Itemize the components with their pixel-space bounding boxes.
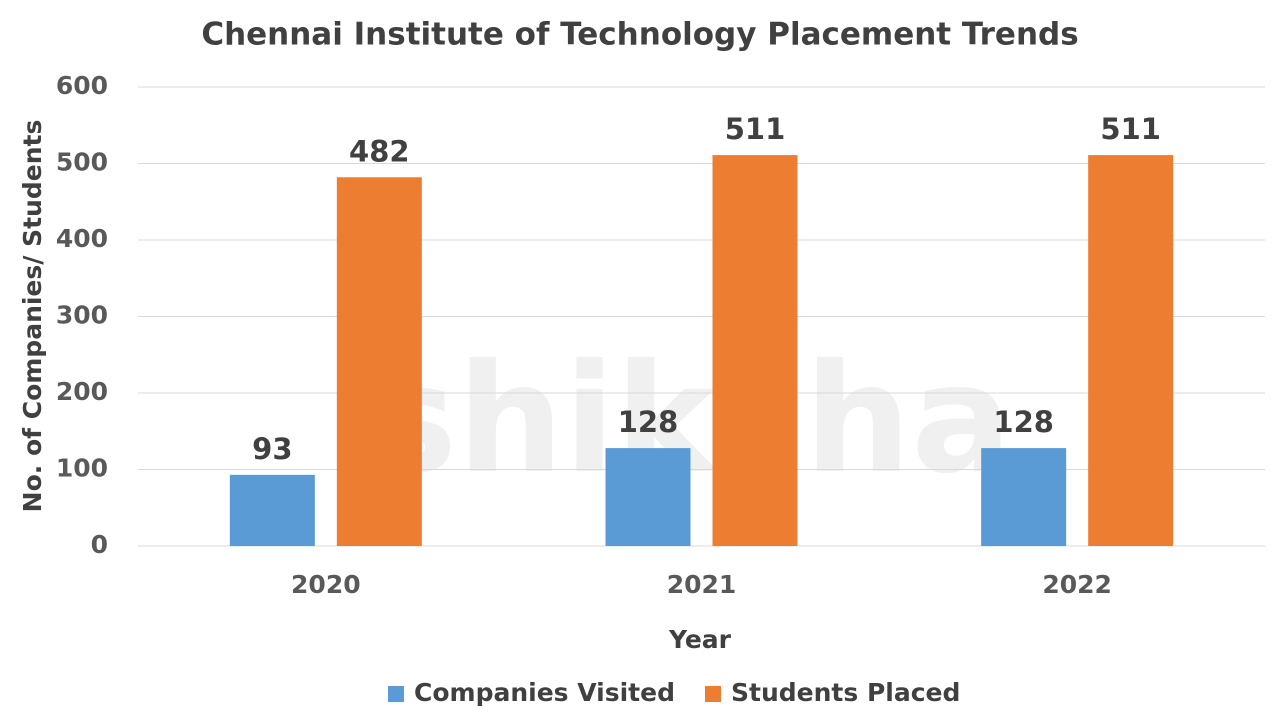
y-axis-label: No. of Companies/ Students <box>18 120 47 513</box>
value-label: 511 <box>725 112 786 146</box>
value-label: 511 <box>1100 112 1161 146</box>
bar <box>336 177 422 546</box>
bar <box>1088 155 1174 546</box>
y-tick-label: 600 <box>56 71 108 100</box>
value-label: 128 <box>993 405 1054 439</box>
chart-title: Chennai Institute of Technology Placemen… <box>201 17 1078 53</box>
legend-swatch <box>705 686 721 702</box>
y-tick-label: 0 <box>91 530 108 559</box>
bar <box>229 474 315 546</box>
bar <box>605 448 691 546</box>
legend-swatch <box>388 686 404 702</box>
value-label: 93 <box>252 432 292 466</box>
y-tick-label: 300 <box>56 301 108 330</box>
value-label: 482 <box>349 134 410 168</box>
x-tick-label: 2021 <box>667 570 737 599</box>
y-tick-label: 400 <box>56 224 108 253</box>
x-tick-label: 2020 <box>291 570 361 599</box>
bar <box>981 448 1067 546</box>
y-tick-label: 200 <box>56 377 108 406</box>
bar <box>712 155 798 546</box>
y-tick-label: 500 <box>56 148 108 177</box>
x-tick-label: 2022 <box>1042 570 1112 599</box>
legend-label: Companies Visited <box>414 678 675 707</box>
value-label: 128 <box>618 405 679 439</box>
y-tick-label: 100 <box>56 454 108 483</box>
legend-label: Students Placed <box>731 678 960 707</box>
x-axis-label: Year <box>668 625 732 654</box>
